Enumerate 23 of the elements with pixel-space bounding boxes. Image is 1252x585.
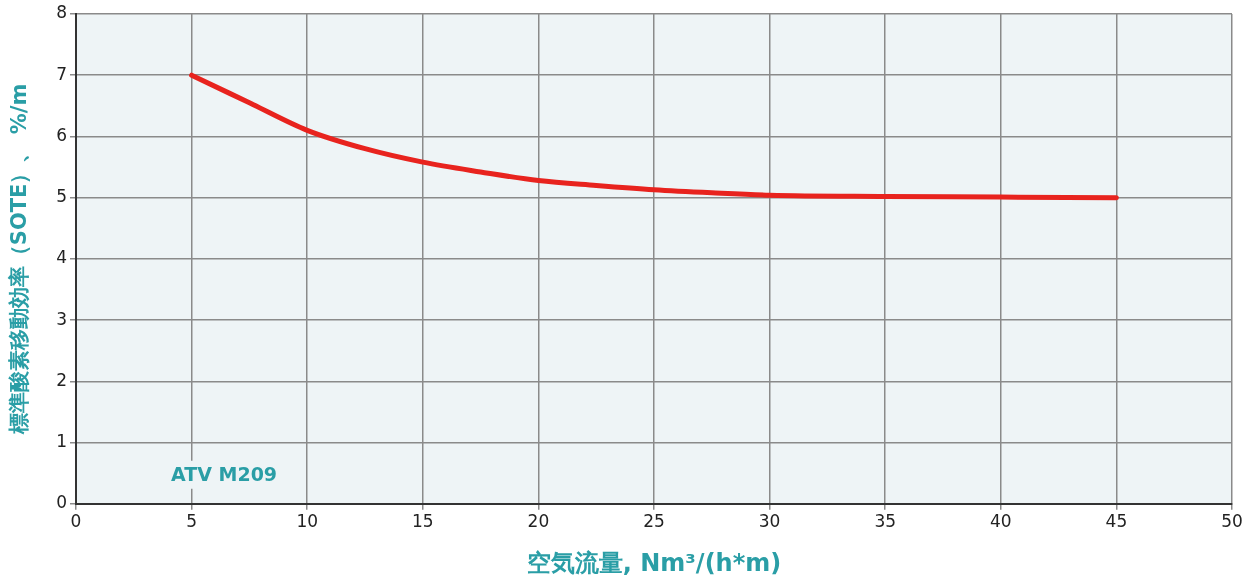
x-tick-label: 25 xyxy=(643,511,665,532)
y-tick-label: 5 xyxy=(56,186,68,207)
x-axis-title: 空気流量, Nm³/(h*m) xyxy=(526,548,782,577)
annotation: ATV M209 xyxy=(171,463,278,486)
x-tick-label: 15 xyxy=(411,511,434,532)
y-tick-label: 3 xyxy=(56,308,68,329)
x-tick-label: 10 xyxy=(296,511,319,532)
y-tick-label: 4 xyxy=(56,247,68,268)
x-tick-label: 40 xyxy=(989,511,1012,532)
y-axis-title: 標準酸素移動効率（SOTE）、 %/m xyxy=(7,83,32,436)
x-tick-label: 20 xyxy=(527,511,550,532)
y-tick-label: 1 xyxy=(56,431,68,451)
x-tick-label: 45 xyxy=(1105,511,1128,532)
y-tick-label: 8 xyxy=(56,2,68,23)
y-tick-label: 0 xyxy=(56,492,68,513)
y-tick-label: 2 xyxy=(56,369,68,390)
x-tick-label: 30 xyxy=(758,511,781,532)
y-tick-label: 6 xyxy=(56,124,68,145)
x-tick-label: 50 xyxy=(1221,511,1243,532)
x-tick-label: 35 xyxy=(874,511,897,532)
x-tick-label: 0 xyxy=(70,511,82,532)
x-tick-label: 5 xyxy=(186,511,198,532)
y-tick-label: 7 xyxy=(56,63,68,84)
